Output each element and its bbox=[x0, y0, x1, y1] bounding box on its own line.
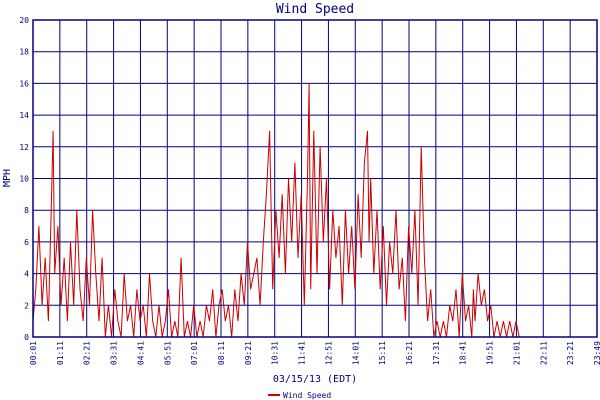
x-tick-label: 01:11 bbox=[56, 341, 65, 365]
legend: Wind Speed bbox=[268, 391, 331, 400]
x-tick-label: 09:21 bbox=[244, 341, 253, 365]
plot-frame bbox=[32, 19, 598, 338]
y-tick-label: 4 bbox=[24, 270, 29, 279]
y-tick-label: 6 bbox=[24, 238, 29, 247]
x-tick-label: 05:51 bbox=[163, 341, 172, 365]
y-axis-ticks: 0 2 4 6 8 10 12 14 16 18 20 bbox=[19, 16, 29, 342]
y-tick-label: 16 bbox=[19, 79, 29, 88]
legend-entry-wind-speed: Wind Speed bbox=[283, 391, 331, 400]
x-tick-label: 15:11 bbox=[378, 341, 387, 365]
x-tick-label: 23:21 bbox=[566, 341, 575, 365]
x-tick-label: 19:51 bbox=[486, 341, 495, 365]
x-tick-label: 04:41 bbox=[136, 341, 145, 365]
y-tick-label: 2 bbox=[24, 301, 29, 310]
x-tick-label: 16:21 bbox=[405, 341, 414, 365]
x-tick-label: 12:51 bbox=[324, 341, 333, 365]
y-axis-label: MPH bbox=[2, 169, 13, 187]
x-tick-label: 11:41 bbox=[298, 341, 307, 365]
y-tick-label: 12 bbox=[19, 143, 29, 152]
x-tick-label: 21:01 bbox=[512, 341, 521, 365]
x-tick-label: 22:11 bbox=[539, 341, 548, 365]
x-tick-label: 14:01 bbox=[351, 341, 360, 365]
x-tick-label: 10:31 bbox=[271, 341, 280, 365]
y-tick-label: 0 bbox=[24, 333, 29, 342]
x-tick-label: 00:01 bbox=[29, 341, 38, 365]
y-tick-label: 8 bbox=[24, 206, 29, 215]
x-tick-label: 02:21 bbox=[83, 341, 92, 365]
x-tick-label: 03:31 bbox=[110, 341, 119, 365]
x-tick-label: 18:41 bbox=[459, 341, 468, 365]
x-axis-ticks: 00:01 01:11 02:21 03:31 04:41 05:51 07:01 08:11… bbox=[29, 341, 600, 365]
y-tick-label: 10 bbox=[19, 175, 29, 184]
chart-title: Wind Speed bbox=[276, 2, 354, 17]
x-tick-label: 23:49 bbox=[593, 341, 600, 365]
wind-speed-series-line bbox=[32, 83, 597, 338]
y-tick-label: 20 bbox=[19, 16, 29, 25]
y-tick-label: 18 bbox=[19, 48, 29, 57]
y-tick-label: 14 bbox=[19, 111, 29, 120]
x-tick-label: 17:31 bbox=[432, 341, 441, 365]
x-tick-label: 07:01 bbox=[190, 341, 199, 365]
x-tick-label: 08:11 bbox=[217, 341, 226, 365]
x-axis-label: 03/15/13 (EDT) bbox=[273, 374, 357, 385]
